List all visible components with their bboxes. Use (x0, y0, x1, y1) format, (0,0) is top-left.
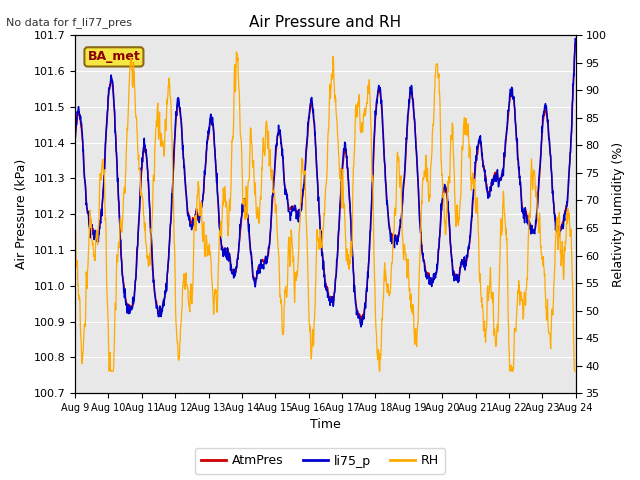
Y-axis label: Air Pressure (kPa): Air Pressure (kPa) (15, 159, 28, 269)
Title: Air Pressure and RH: Air Pressure and RH (250, 15, 401, 30)
Legend: AtmPres, li75_p, RH: AtmPres, li75_p, RH (195, 448, 445, 474)
Y-axis label: Relativity Humidity (%): Relativity Humidity (%) (612, 142, 625, 287)
X-axis label: Time: Time (310, 419, 340, 432)
Text: BA_met: BA_met (88, 50, 140, 63)
Text: No data for f_li77_pres: No data for f_li77_pres (6, 17, 132, 28)
